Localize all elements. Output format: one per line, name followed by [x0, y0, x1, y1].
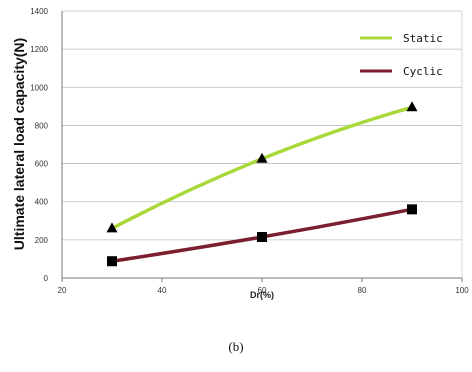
x-axis-label: Dr(%): [250, 290, 274, 300]
y-tick-label: 200: [35, 236, 49, 245]
x-tick-label: 40: [158, 286, 167, 295]
y-tick-label: 1400: [30, 7, 48, 16]
gridlines: [62, 10, 462, 241]
data-point-static: [256, 152, 268, 163]
legend-label-static: Static: [403, 32, 443, 45]
y-tick-label: 800: [35, 121, 49, 130]
data-point-static: [106, 222, 118, 233]
y-tick-label: 400: [35, 198, 49, 207]
x-tick-label: 100: [455, 286, 469, 295]
legend: Static Cyclic: [360, 32, 443, 78]
x-tick-label: 80: [358, 286, 367, 295]
legend-label-cyclic: Cyclic: [403, 65, 443, 78]
data-point-cyclic: [407, 204, 417, 215]
y-tick-label: 600: [35, 160, 49, 169]
y-tick-label: 0: [44, 274, 49, 283]
y-tick-labels: 0 200 400 600 800 1000 1200 1400: [30, 7, 48, 283]
x-tick-label: 20: [58, 286, 67, 295]
data-point-cyclic: [257, 231, 267, 242]
axes: [61, 11, 463, 282]
series-layer: [106, 101, 418, 267]
figure-caption: (b): [228, 339, 243, 354]
y-tick-label: 1200: [30, 45, 48, 54]
data-point-static: [406, 101, 418, 112]
x-tick-label: 60: [258, 286, 267, 295]
x-tick-labels: 20 40 60 80 100: [58, 286, 470, 295]
y-axis-label: Ultimate lateral load capacity(N): [11, 38, 27, 250]
data-point-cyclic: [107, 256, 117, 267]
y-tick-label: 1000: [30, 83, 48, 92]
